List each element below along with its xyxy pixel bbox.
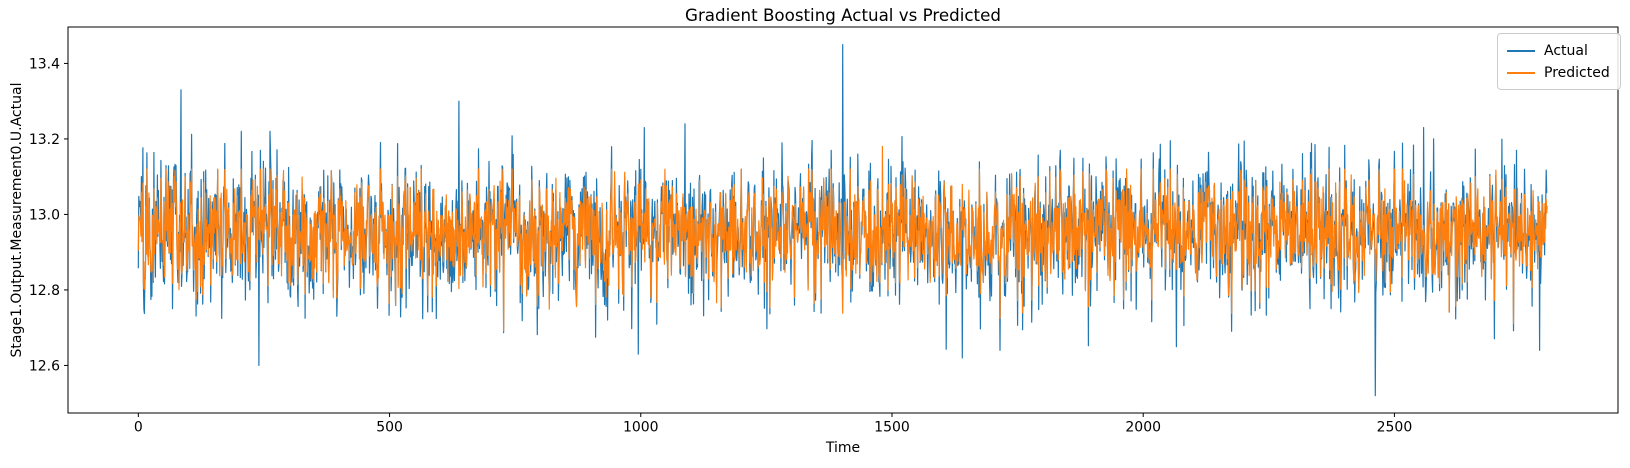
y-axis-label: Stage1.Output.Measurement0.U.Actual bbox=[9, 82, 25, 358]
x-tick-label: 2000 bbox=[1125, 420, 1161, 436]
predicted-line-swatch bbox=[1507, 71, 1535, 74]
legend-entry-actual: Actual bbox=[1507, 41, 1610, 60]
y-tick-label: 13.4 bbox=[29, 56, 60, 72]
y-tick-label: 13.0 bbox=[29, 207, 60, 223]
plot-frame bbox=[67, 26, 1619, 414]
legend-label-predicted: Predicted bbox=[1544, 64, 1610, 81]
legend: Actual Predicted bbox=[1497, 33, 1621, 90]
x-tick-label: 2500 bbox=[1377, 420, 1413, 436]
x-axis-label: Time bbox=[825, 440, 861, 456]
y-tick-label: 13.2 bbox=[29, 132, 60, 148]
y-tick-label: 12.8 bbox=[29, 283, 60, 299]
x-tick-label: 1000 bbox=[623, 420, 659, 436]
x-tick-label: 500 bbox=[376, 420, 403, 436]
y-tick-label: 12.6 bbox=[29, 358, 60, 374]
chart-title: Gradient Boosting Actual vs Predicted bbox=[685, 5, 1001, 25]
predicted-line bbox=[137, 145, 1548, 332]
x-tick-label: 0 bbox=[134, 420, 143, 436]
actual-line-swatch bbox=[1507, 49, 1535, 52]
legend-label-actual: Actual bbox=[1544, 42, 1588, 59]
x-tick-label: 1500 bbox=[874, 420, 910, 436]
legend-entry-predicted: Predicted bbox=[1507, 63, 1610, 82]
